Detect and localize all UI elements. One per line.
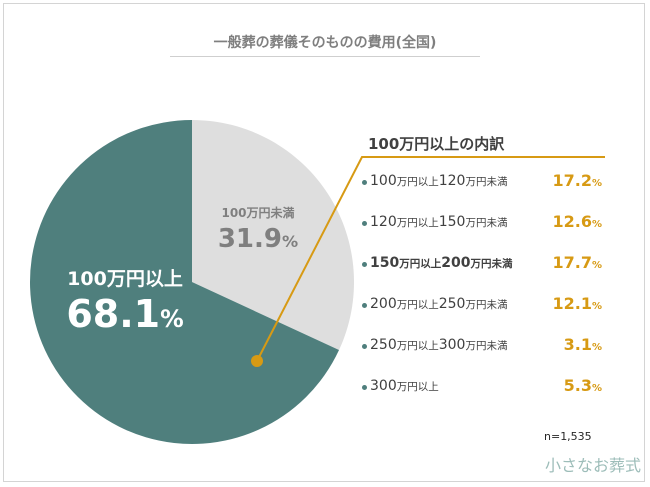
slice-value-over-1m: 68.1% <box>66 292 184 336</box>
breakdown-item-label: 300万円以上 <box>370 378 439 394</box>
bullet-dot-icon <box>362 180 367 185</box>
breakdown-item-label: 100万円以上120万円未満 <box>370 173 508 189</box>
breakdown-item: 300万円以上 5.3% <box>362 376 602 399</box>
breakdown-title: 100万円以上の内訳 <box>368 135 505 153</box>
brand-logo: 小さなお葬式 <box>545 456 642 475</box>
connector-dot <box>251 355 263 367</box>
breakdown-item-value: 17.7% <box>552 253 602 272</box>
sample-size: n=1,535 <box>544 430 592 443</box>
breakdown-item: 200万円以上250万円未満 12.1% <box>362 294 602 317</box>
bullet-dot-icon <box>362 262 367 267</box>
bullet-dot-icon <box>362 344 367 349</box>
slice-label-under-1m: 100万円未満 <box>221 206 295 220</box>
breakdown-item: 120万円以上150万円未満 12.6% <box>362 212 602 235</box>
bullet-dot-icon <box>362 385 367 390</box>
slice-label-over-1m: 100万円以上 <box>67 268 183 290</box>
slice-value-under-1m: 31.9% <box>217 224 299 254</box>
chart-title: 一般葬の葬儀そのものの費用(全国) <box>213 35 437 51</box>
breakdown-connector-line <box>256 156 605 362</box>
breakdown-item-value: 12.6% <box>552 212 602 231</box>
breakdown-item: 250万円以上300万円未満 3.1% <box>362 335 602 358</box>
pie-slice-under-1m <box>192 120 354 351</box>
breakdown-item-value: 3.1% <box>563 335 602 354</box>
title-underline <box>170 56 480 57</box>
breakdown-item-label: 200万円以上250万円未満 <box>370 296 508 312</box>
breakdown-item: 100万円以上120万円未満 17.2% <box>362 171 602 194</box>
breakdown-item-value: 5.3% <box>563 376 602 395</box>
bullet-dot-icon <box>362 303 367 308</box>
breakdown-item-value: 12.1% <box>552 294 602 313</box>
breakdown-item-label: 150万円以上200万円未満 <box>370 255 513 271</box>
breakdown-item-label: 250万円以上300万円未満 <box>370 337 508 353</box>
bullet-dot-icon <box>362 221 367 226</box>
breakdown-item-label: 120万円以上150万円未満 <box>370 214 508 230</box>
breakdown-item: 150万円以上200万円未満 17.7% <box>362 253 602 276</box>
breakdown-item-value: 17.2% <box>552 171 602 190</box>
